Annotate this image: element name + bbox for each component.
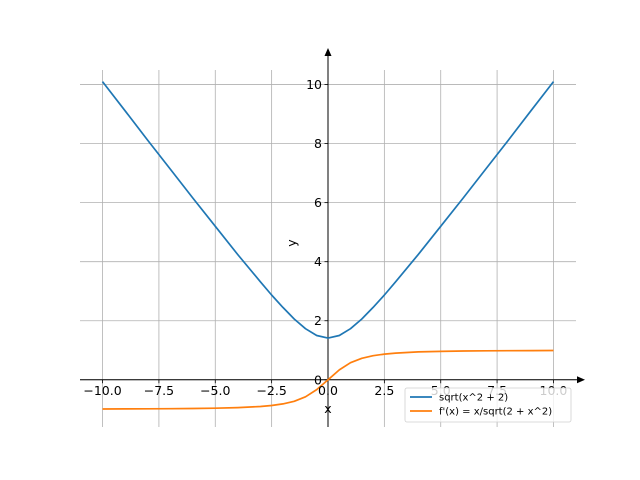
series-line-1 <box>101 81 555 339</box>
legend-box <box>404 387 572 423</box>
x-axis-arrow <box>577 376 585 384</box>
x-tick-label: 2.5 <box>374 383 394 398</box>
y-axis-arrow <box>324 48 332 56</box>
series-group <box>101 81 555 410</box>
y-tick-label: 10 <box>306 77 322 92</box>
axes <box>80 48 585 427</box>
x-tick-label: 0.0 <box>318 383 338 398</box>
series-line-2 <box>102 349 554 410</box>
legend-label: sqrt(x^2 + 2) <box>439 393 508 404</box>
y-tick-label: 4 <box>314 254 322 269</box>
y-tick-label: 6 <box>314 195 322 210</box>
x-tick-label: −5.0 <box>200 383 230 398</box>
y-tick-label: 2 <box>314 313 322 328</box>
legend: sqrt(x^2 + 2) f'(x) = x/sqrt(2 + x^2) <box>404 387 572 423</box>
x-tick-label: −2.5 <box>256 383 286 398</box>
tick-labels: −10.0−7.5−5.0−2.50.02.55.07.510.00246810 <box>83 77 567 398</box>
y-axis-label: y <box>284 239 299 247</box>
x-tick-label: −10.0 <box>83 383 121 398</box>
y-tick-label: 8 <box>314 136 322 151</box>
y-tick-label: 0 <box>314 372 322 387</box>
x-axis-label: x <box>324 401 331 416</box>
x-tick-label: −7.5 <box>144 383 174 398</box>
legend-label: f'(x) = x/sqrt(2 + x^2) <box>439 407 552 418</box>
